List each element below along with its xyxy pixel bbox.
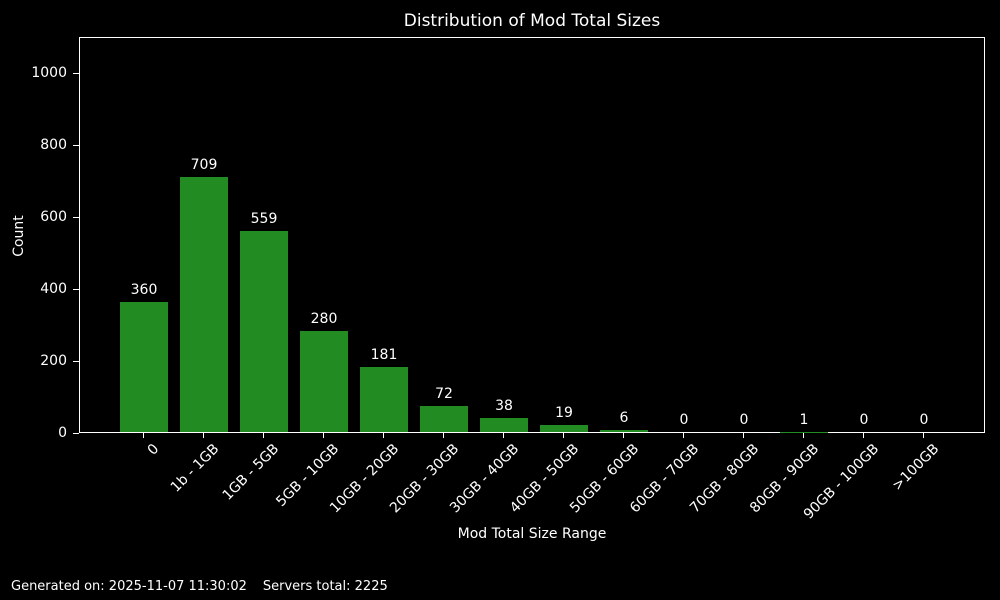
chart-title: Distribution of Mod Total Sizes bbox=[403, 11, 661, 31]
bar-value-label: 6 bbox=[619, 409, 629, 426]
footer: Generated on: 2025-11-07 11:30:02 Server… bbox=[11, 579, 388, 594]
x-tick-label: 0 bbox=[144, 441, 163, 459]
x-tick-label: 10GB - 20GB bbox=[327, 441, 403, 517]
plot-area: 360 709 559 280 181 72 38 19 6 0 0 1 0 0 bbox=[79, 37, 985, 433]
x-tick-mark bbox=[263, 433, 264, 438]
x-tick-mark bbox=[203, 433, 204, 438]
x-tick-mark bbox=[503, 433, 504, 438]
bar-value-label: 280 bbox=[310, 311, 338, 328]
bar bbox=[420, 406, 468, 432]
y-tick-label: 200 bbox=[40, 353, 67, 369]
bar-value-label: 72 bbox=[435, 386, 453, 403]
x-tick-mark bbox=[803, 433, 804, 438]
servers-total: Servers total: 2225 bbox=[262, 579, 388, 594]
bar bbox=[360, 366, 408, 432]
bar bbox=[600, 429, 648, 432]
bar-value-label: 709 bbox=[190, 156, 218, 173]
bar-value-label: 360 bbox=[130, 282, 158, 299]
y-tick-mark bbox=[73, 433, 79, 434]
x-tick-label: 1b - 1GB bbox=[167, 441, 223, 496]
x-tick-label: 5GB - 10GB bbox=[273, 441, 343, 511]
generated-timestamp: Generated on: 2025-11-07 11:30:02 bbox=[11, 579, 247, 594]
x-tick-mark bbox=[443, 433, 444, 438]
y-tick-mark bbox=[73, 73, 79, 74]
x-tick-mark bbox=[383, 433, 384, 438]
bar-value-label: 0 bbox=[679, 412, 689, 428]
y-tick-label: 1000 bbox=[31, 65, 67, 81]
bar-value-label: 19 bbox=[555, 405, 573, 422]
bar-value-label: 38 bbox=[495, 398, 513, 415]
bar-value-label: 1 bbox=[799, 411, 809, 428]
x-tick-label: 80GB - 90GB bbox=[747, 441, 823, 517]
bar-value-label: 0 bbox=[739, 412, 749, 428]
y-tick-mark bbox=[73, 217, 79, 218]
bar-value-label: 0 bbox=[859, 412, 869, 428]
x-tick-mark bbox=[563, 433, 564, 438]
y-axis: 0 200 400 600 800 1000 bbox=[0, 37, 79, 441]
x-tick-mark bbox=[743, 433, 744, 438]
y-tick-label: 600 bbox=[40, 209, 67, 225]
y-tick-mark bbox=[73, 289, 79, 290]
bar-value-label: 559 bbox=[250, 210, 278, 227]
x-tick-label: 40GB - 50GB bbox=[507, 441, 583, 517]
x-tick-label: 60GB - 70GB bbox=[627, 441, 703, 517]
y-tick-label: 0 bbox=[58, 425, 67, 441]
x-tick-mark bbox=[623, 433, 624, 438]
y-tick-label: 800 bbox=[40, 137, 67, 153]
bar bbox=[240, 230, 288, 432]
x-tick-mark bbox=[323, 433, 324, 438]
x-tick-label: 50GB - 60GB bbox=[567, 441, 643, 517]
x-tick-label: 20GB - 30GB bbox=[387, 441, 463, 517]
x-tick-label: 30GB - 40GB bbox=[447, 441, 523, 517]
x-tick-label: >100GB bbox=[889, 441, 943, 494]
x-axis-label: Mod Total Size Range bbox=[457, 526, 607, 542]
y-tick-label: 400 bbox=[40, 281, 67, 297]
bar bbox=[480, 418, 528, 432]
bar bbox=[540, 425, 588, 432]
x-tick-label: 90GB - 100GB bbox=[800, 441, 883, 523]
x-tick-mark bbox=[923, 433, 924, 438]
x-tick-label: 70GB - 80GB bbox=[687, 441, 763, 517]
bar bbox=[120, 302, 168, 432]
x-tick-mark bbox=[683, 433, 684, 438]
y-tick-mark bbox=[73, 145, 79, 146]
bar bbox=[180, 176, 228, 432]
x-axis: 0 1b - 1GB 1GB - 5GB 5GB - 10GB 10GB - 20GB 2… bbox=[79, 433, 985, 543]
y-tick-mark bbox=[73, 361, 79, 362]
bar bbox=[300, 331, 348, 432]
x-tick-label: 1GB - 5GB bbox=[219, 441, 283, 504]
x-tick-mark bbox=[863, 433, 864, 438]
x-tick-mark bbox=[143, 433, 144, 438]
bar-value-label: 181 bbox=[370, 346, 398, 363]
bar-value-label: 0 bbox=[919, 412, 929, 428]
